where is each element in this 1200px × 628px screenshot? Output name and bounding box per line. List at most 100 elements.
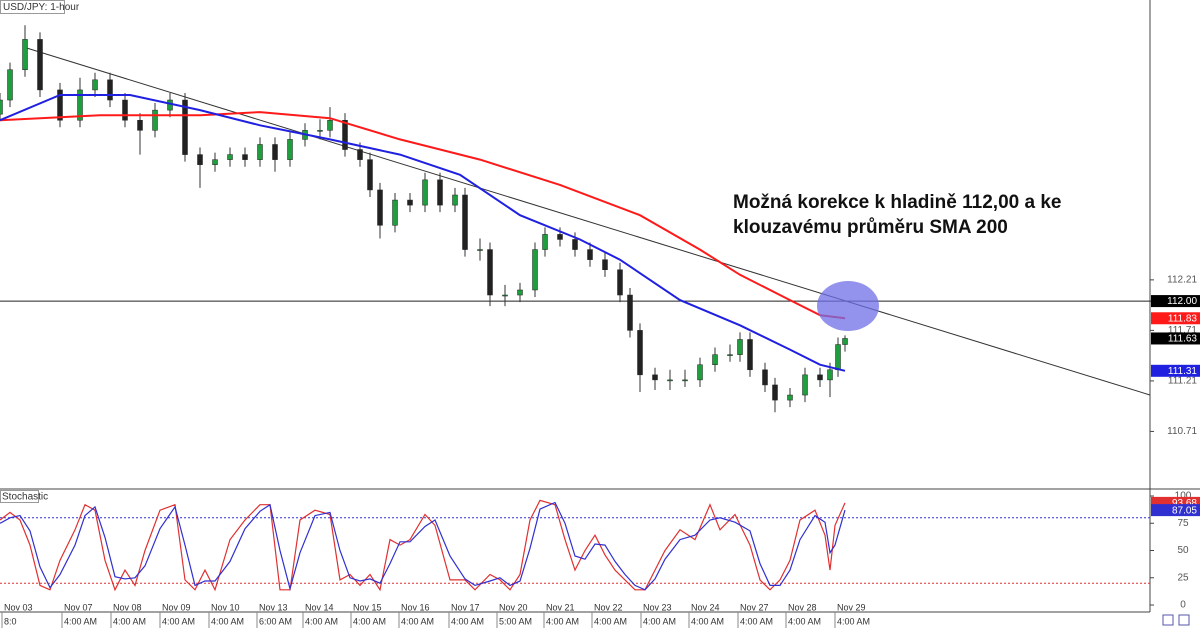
- candle-body: [462, 194, 468, 250]
- x-tick-time: 6:00 AM: [259, 616, 292, 626]
- x-tick-label: Nov 10: [211, 602, 240, 612]
- price-label-box: [1151, 504, 1200, 517]
- x-tick-label: Nov 21: [546, 602, 575, 612]
- moving-average: [0, 94, 846, 372]
- x-tick-label: Nov 15: [353, 602, 382, 612]
- price-label-box: [1151, 364, 1200, 377]
- candle-body: [637, 330, 643, 376]
- x-tick-label: Nov 28: [788, 602, 817, 612]
- y-tick-label: 0: [1180, 600, 1186, 611]
- candle-body: [92, 79, 98, 91]
- candle-body: [747, 339, 753, 371]
- candle-body: [317, 130, 323, 132]
- candle-body: [572, 239, 578, 250]
- candle-body: [452, 194, 458, 206]
- candle-body: [37, 39, 43, 91]
- x-tick-label: Nov 20: [499, 602, 528, 612]
- stochastic-panel: Stochastic: [0, 490, 1154, 606]
- x-tick-label: Nov 17: [451, 602, 480, 612]
- highlight-circle: [817, 281, 879, 331]
- x-tick-label: Nov 29: [837, 602, 866, 612]
- candle-body: [287, 139, 293, 160]
- x-tick-time: 4:00 AM: [64, 616, 97, 626]
- x-tick-time: 8:0: [4, 616, 17, 626]
- x-tick-time: 4:00 AM: [451, 616, 484, 626]
- annotation: klouzavému průměru SMA 200: [733, 217, 1008, 238]
- candle-body: [682, 379, 688, 382]
- candle-body: [342, 119, 348, 150]
- candle-body: [257, 144, 263, 160]
- candle-body: [667, 379, 673, 382]
- candle-body: [377, 189, 383, 226]
- candle-body: [502, 294, 508, 297]
- x-tick-time: 4:00 AM: [546, 616, 579, 626]
- y-tick-label: 25: [1177, 572, 1189, 583]
- title-box: [0, 0, 65, 14]
- x-tick-time: 4:00 AM: [305, 616, 338, 626]
- candle-body: [272, 144, 278, 160]
- candle-body: [137, 119, 143, 131]
- annotation: Možná korekce k hladině 112,00 a ke: [733, 192, 1061, 213]
- x-tick-time: 4:00 AM: [211, 616, 244, 626]
- candle-body: [182, 99, 188, 155]
- price-label: 112.00: [1167, 296, 1197, 307]
- x-tick-label: Nov 13: [259, 602, 288, 612]
- x-tick-label: Nov 03: [4, 602, 33, 612]
- stochastic-line: [0, 499, 846, 592]
- candle-body: [827, 369, 833, 381]
- price-label: 111.83: [1168, 313, 1198, 324]
- x-tick-label: Nov 24: [691, 602, 720, 612]
- candle-body: [357, 149, 363, 160]
- price-label-box: [1151, 295, 1200, 308]
- candle-body: [422, 179, 428, 206]
- candle-body: [602, 259, 608, 271]
- moving-average: [0, 111, 846, 320]
- chart-title: USD/JPY: 1-hour: [3, 2, 80, 13]
- candle-body: [772, 384, 778, 401]
- candle-body: [367, 159, 373, 191]
- x-tick-time: 4:00 AM: [594, 616, 627, 626]
- chart-title: Stochastic: [2, 492, 48, 503]
- x-tick-time: 4:00 AM: [740, 616, 773, 626]
- x-tick-time: 4:00 AM: [837, 616, 870, 626]
- x-tick-label: Nov 23: [643, 602, 672, 612]
- candle-body: [122, 99, 128, 121]
- candle-body: [712, 354, 718, 365]
- candle-body: [22, 39, 28, 70]
- candle-body: [152, 109, 158, 131]
- candle-body: [727, 354, 733, 356]
- x-tick-time: 4:00 AM: [691, 616, 724, 626]
- candle-body: [227, 154, 233, 160]
- candle-body: [817, 374, 823, 381]
- candle-body: [697, 364, 703, 381]
- candle-body: [242, 154, 248, 160]
- stochastic-line: [0, 501, 846, 592]
- x-tick-label: Nov 09: [162, 602, 191, 612]
- x-tick-time: 4:00 AM: [401, 616, 434, 626]
- y-tick-label: 112.21: [1167, 275, 1197, 286]
- trendline: [24, 47, 1151, 396]
- y-tick-label: 111.21: [1168, 376, 1198, 387]
- x-tick-label: Nov 07: [64, 602, 93, 612]
- x-tick-time: 4:00 AM: [643, 616, 676, 626]
- candle-body: [327, 119, 333, 131]
- candle-body: [197, 154, 203, 165]
- candle-body: [407, 199, 413, 206]
- x-tick-time: 4:00 AM: [353, 616, 386, 626]
- candle-body: [7, 69, 13, 101]
- x-tick-label: Nov 14: [305, 602, 334, 612]
- candle-body: [167, 99, 173, 111]
- axis-labels: 112.21 111.71 111.21 110.71 112.00 111.83 111.…: [1, 275, 1200, 628]
- y-tick-label: 111.71: [1168, 325, 1198, 336]
- price-label-box: [1151, 332, 1200, 345]
- candle-body: [542, 234, 548, 250]
- title-box: [0, 490, 39, 503]
- candle-body: [392, 199, 398, 226]
- candle-body: [762, 369, 768, 386]
- candle-body: [107, 79, 113, 101]
- candle-body: [532, 249, 538, 291]
- candle-body: [517, 289, 523, 296]
- y-tick-label: 50: [1177, 545, 1189, 556]
